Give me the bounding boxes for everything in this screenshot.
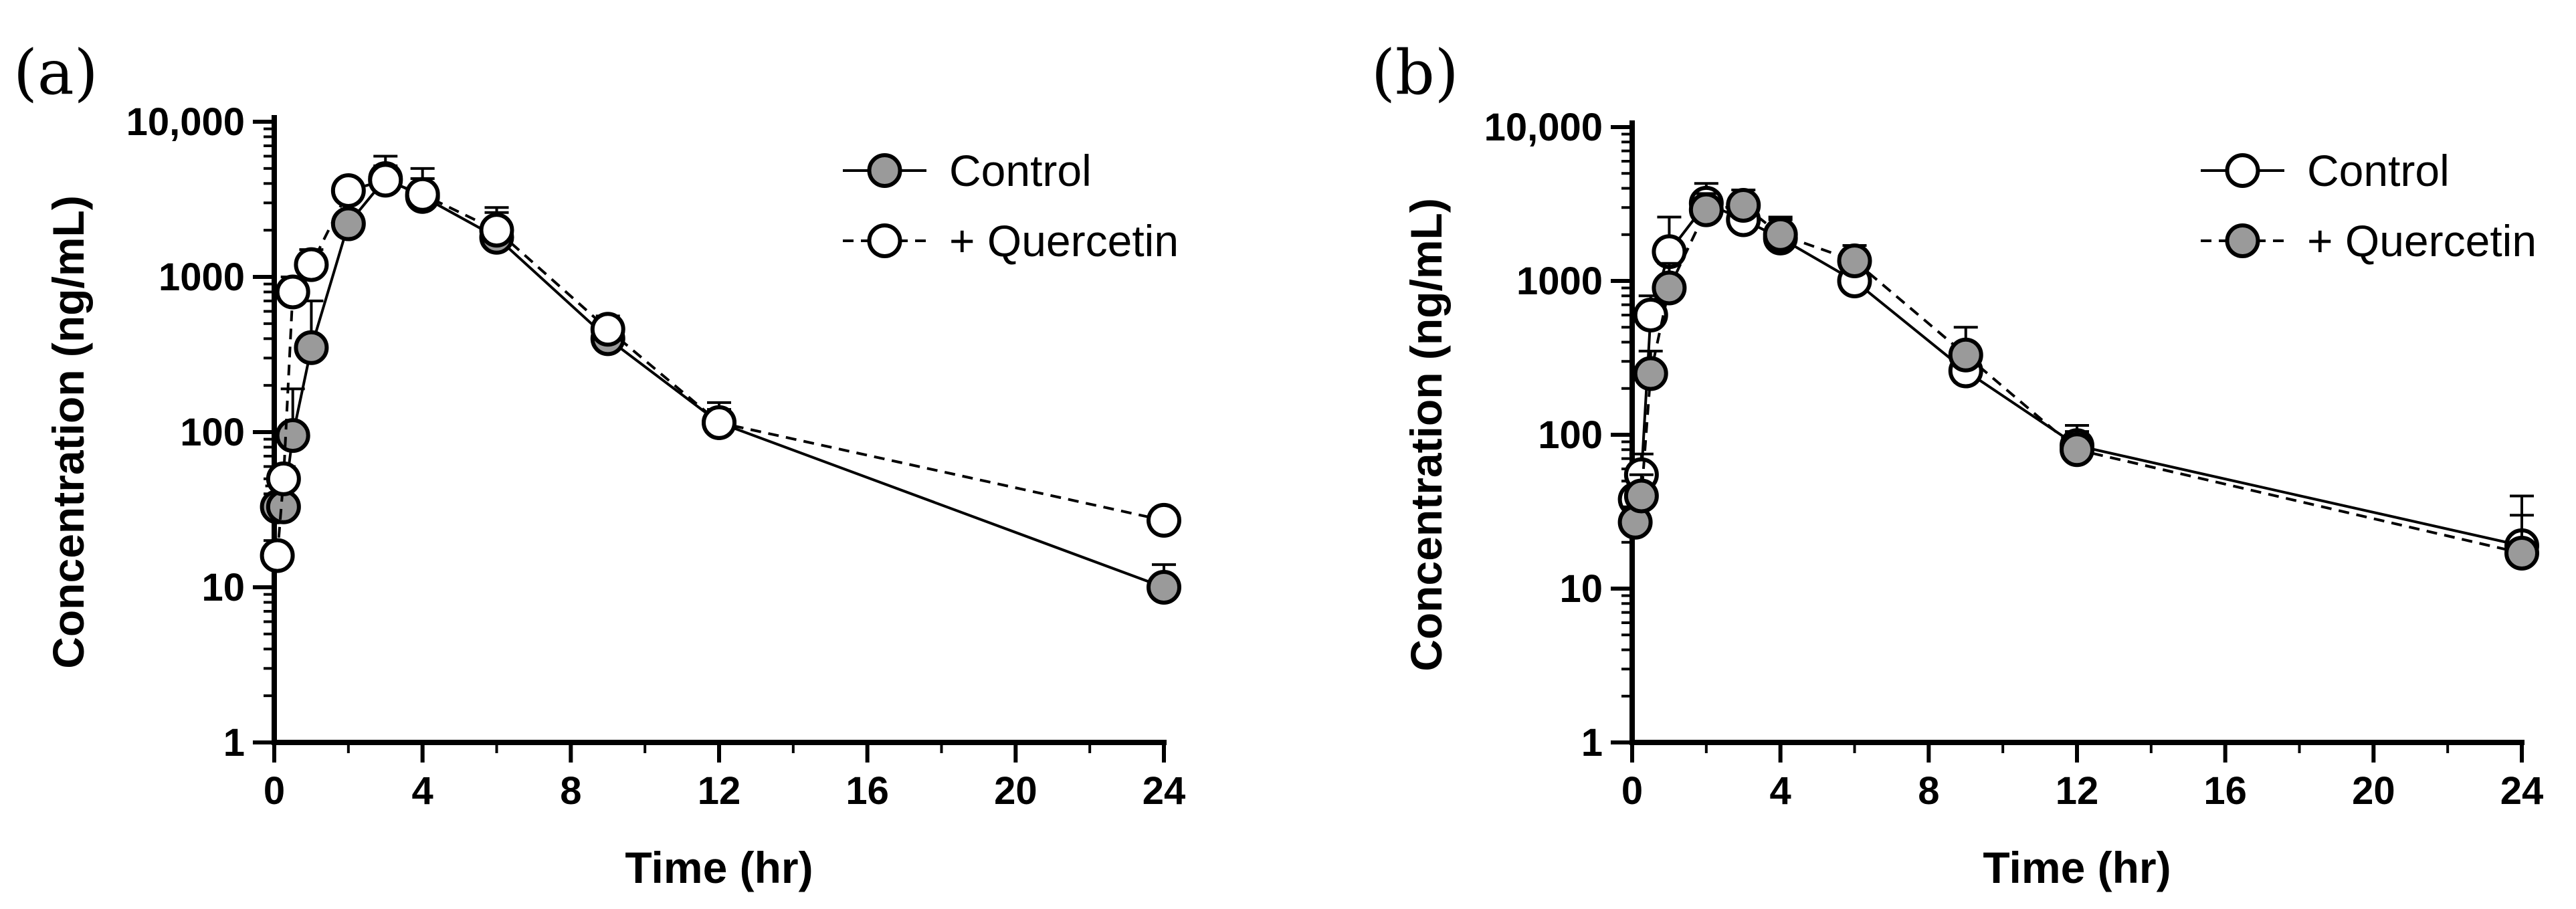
x-tick-label: 20	[994, 769, 1037, 813]
data-point	[330, 173, 366, 208]
x-tick-label: 24	[1143, 769, 1186, 813]
x-tick-label: 8	[560, 769, 581, 813]
data-point	[702, 405, 736, 440]
data-point	[1633, 356, 1668, 391]
legend-marker	[867, 153, 902, 188]
x-tick-label: 4	[412, 769, 433, 813]
x-tick-label: 20	[2352, 769, 2395, 813]
data-point	[1147, 570, 1181, 605]
data-point	[405, 177, 440, 212]
data-point	[260, 538, 295, 573]
y-tick-label: 1000	[1516, 260, 1603, 303]
data-point	[266, 461, 301, 496]
legend-marker	[867, 223, 902, 258]
y-tick-label: 100	[180, 411, 245, 454]
chart-panel-b: (b) 1 10 100 1000 10,000 0 4 8 12 16 20 24 Time (hr) C…	[1371, 37, 2543, 892]
x-tick-label: 16	[2203, 769, 2247, 813]
data-point	[1837, 243, 1872, 279]
legend-label: Control	[2307, 146, 2450, 195]
data-point	[2060, 432, 2094, 468]
x-tick-label: 16	[846, 769, 889, 813]
chart-panel-a: (a) 1 10 100 1000 10,000 0 4 8 12 16 20 24 Time (hr) C…	[13, 37, 1185, 892]
legend: Control + Quercetin	[843, 146, 1179, 266]
data-point	[294, 247, 329, 282]
legend-label: Control	[949, 146, 1092, 195]
y-tick-label: 10,000	[1484, 106, 1603, 149]
data-point	[2504, 535, 2539, 571]
data-point	[1948, 337, 1983, 373]
x-tick-label: 12	[2056, 769, 2099, 813]
y-axis-title: Concentration (ng/mL)	[43, 195, 93, 669]
data-point	[275, 418, 310, 453]
data-point	[294, 330, 329, 365]
data-point	[1688, 192, 1724, 227]
data-point	[1652, 270, 1687, 306]
data-point	[275, 274, 310, 310]
y-tick-label: 10	[1559, 567, 1603, 611]
legend-marker	[2225, 153, 2260, 188]
data-point	[479, 213, 514, 248]
data-point	[330, 206, 366, 241]
y-axis-title: Concentration (ng/mL)	[1401, 198, 1451, 672]
y-tick-label: 1000	[159, 256, 245, 299]
legend: Control + Quercetin	[2201, 146, 2537, 266]
x-tick-label: 4	[1770, 769, 1791, 813]
data-point	[1623, 478, 1659, 514]
x-tick-label: 24	[2500, 769, 2544, 813]
y-tick-label: 10	[201, 566, 245, 609]
legend-marker	[2225, 223, 2260, 258]
panel-label: (a)	[13, 37, 98, 108]
series-quercetin	[1617, 187, 2539, 571]
panel-label: (b)	[1371, 37, 1459, 108]
series-quercetin	[260, 163, 1181, 573]
x-axis-title: Time (hr)	[1983, 843, 2171, 892]
series-line	[1633, 203, 2522, 554]
legend-label: + Quercetin	[2307, 216, 2537, 266]
legend-label: + Quercetin	[949, 216, 1179, 266]
x-tick-label: 12	[698, 769, 741, 813]
data-point	[1726, 187, 1761, 223]
data-point	[1147, 502, 1181, 538]
x-tick-label: 0	[1621, 769, 1643, 813]
y-tick-label: 100	[1538, 413, 1603, 457]
data-point	[590, 312, 625, 347]
y-tick-label: 1	[223, 721, 245, 765]
x-tick-label: 0	[264, 769, 285, 813]
y-tick-label: 10,000	[126, 100, 245, 144]
y-tick-label: 1	[1581, 721, 1603, 765]
data-point	[1763, 217, 1798, 252]
data-point	[1633, 298, 1668, 333]
x-tick-label: 8	[1918, 769, 1939, 813]
data-point	[368, 163, 403, 198]
x-axis-title: Time (hr)	[625, 843, 813, 892]
